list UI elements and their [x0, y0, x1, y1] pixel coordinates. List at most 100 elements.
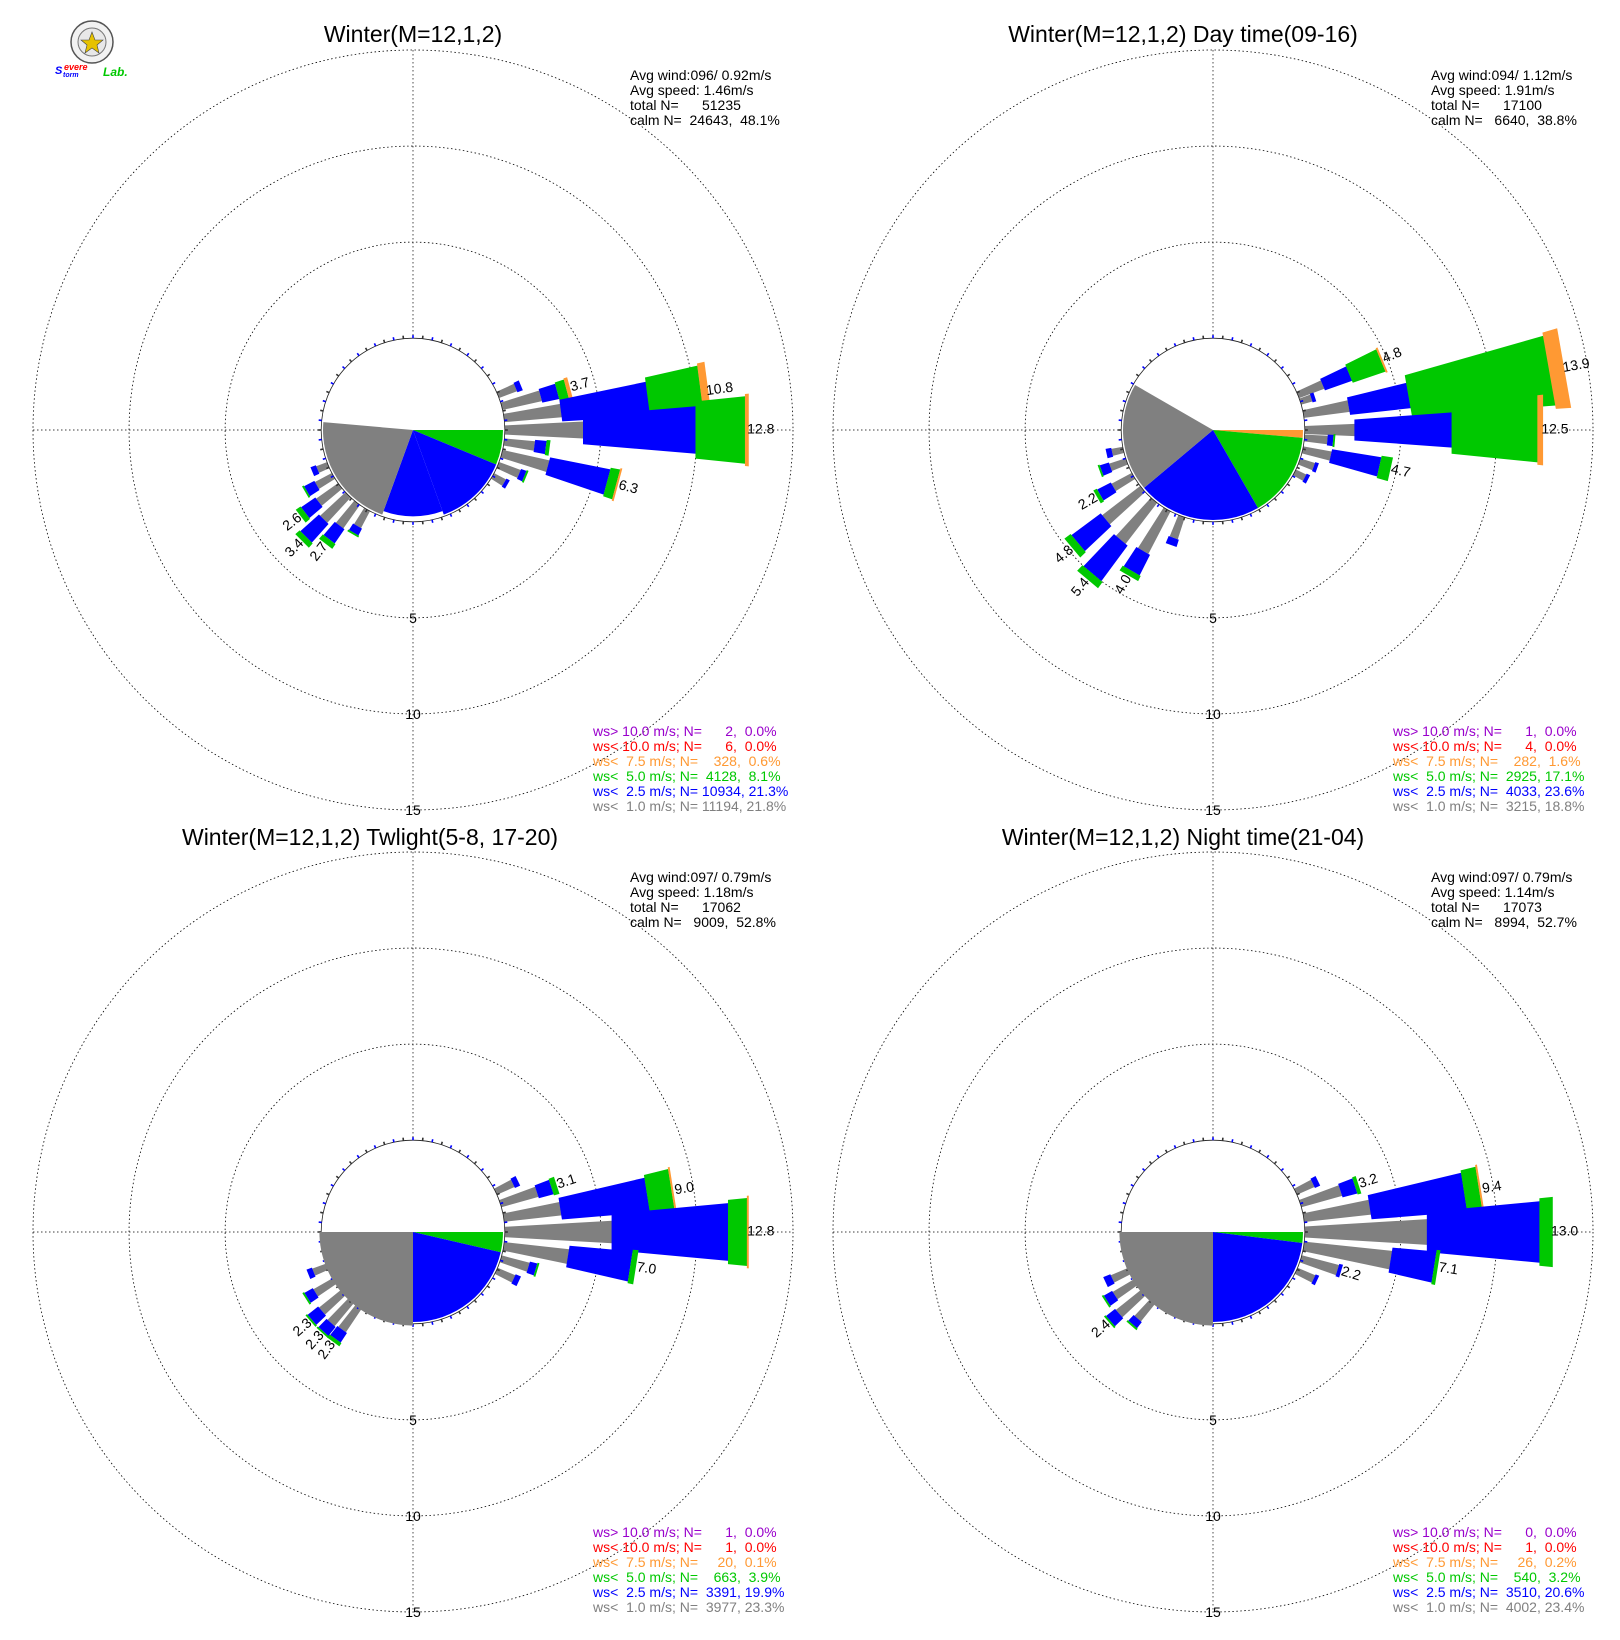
calm-tick	[492, 381, 496, 385]
calm-tick	[496, 1268, 500, 1272]
calm-tick	[1273, 1160, 1278, 1165]
petal-72: 3.2	[1299, 1170, 1380, 1208]
petal-67.5: 4.8	[1296, 343, 1404, 399]
calm-tick	[458, 1149, 462, 1153]
ring-label-15: 15	[1205, 1604, 1221, 1620]
calm-tick	[1141, 365, 1146, 370]
petal-97.5	[503, 438, 551, 456]
calm-tick	[1258, 1149, 1262, 1153]
calm-tick	[382, 339, 386, 343]
petal-seg-lt5	[305, 1314, 317, 1327]
petal-99: 7.0	[502, 1242, 658, 1285]
petal-seg-lt1	[316, 483, 343, 506]
petal-115	[494, 1267, 522, 1287]
stat-calm-n: calm N= 6640, 38.8%	[1431, 112, 1577, 128]
petal-seg-lt2_5	[583, 406, 696, 454]
petal-seg-lt5	[319, 534, 336, 549]
calm-tick	[322, 457, 326, 461]
petal-seg-lt1	[1102, 485, 1146, 525]
petal-seg-lt1	[1111, 472, 1136, 492]
petal-seg-lt1	[1301, 446, 1332, 461]
legend-entry: ws< 10.0 m/s; N= 6, 0.0%	[592, 738, 777, 754]
petal-seg-lt1	[318, 1289, 347, 1315]
calm-tick	[1300, 1259, 1304, 1263]
petal-seg-lt2_5	[1310, 1176, 1321, 1188]
petal-seg-lt2_5	[558, 1177, 651, 1220]
petal-seg-lt2_5	[1388, 1247, 1437, 1283]
petal-240: 2.2	[1075, 472, 1136, 513]
stat-avg-speed: Avg speed: 1.91m/s	[1431, 82, 1554, 98]
calm-tick	[458, 509, 462, 513]
petal-seg-lt5	[1404, 335, 1556, 416]
petal-seg-lt5	[627, 1249, 639, 1285]
petal-seg-lt1	[1299, 1185, 1343, 1208]
calm-tick	[496, 466, 500, 470]
petal-seg-lt1	[494, 1179, 515, 1195]
calm-tick	[1280, 1292, 1285, 1297]
calm-tick	[449, 343, 453, 347]
petal-95	[1304, 434, 1336, 448]
calm-tick	[1192, 1139, 1195, 1143]
petal-64	[1294, 1176, 1321, 1195]
petal-seg-lt2_5	[1426, 1201, 1540, 1263]
calm-sector	[413, 430, 497, 515]
legend-entry: ws> 10.0 m/s; N= 0, 0.0%	[1392, 1524, 1577, 1540]
calm-tick	[322, 1201, 326, 1205]
calm-tick	[1130, 381, 1134, 385]
petal-250	[1097, 458, 1128, 478]
calm-tick	[320, 1211, 324, 1214]
calm-tick	[1120, 448, 1124, 451]
calm-tick	[466, 1305, 470, 1310]
calm-tick	[1122, 457, 1126, 461]
petal-seg-lt1	[1134, 1299, 1156, 1322]
stat-avg-wind: Avg wind:097/ 0.79m/s	[630, 869, 771, 885]
svg-text:Lab.: Lab.	[103, 65, 128, 79]
calm-tick	[356, 503, 360, 508]
petal-seg-lt2_5	[510, 1176, 521, 1188]
calm-tick	[431, 1321, 434, 1325]
petal-seg-lt2_5	[1335, 1263, 1344, 1278]
calm-sector	[1123, 385, 1213, 488]
stat-avg-speed: Avg speed: 1.18m/s	[630, 884, 753, 900]
petal-seg-lt5	[1093, 488, 1105, 504]
petal-seg-lt5	[521, 470, 529, 483]
calm-tick	[1249, 343, 1253, 347]
stat-total-n: total N= 17100	[1431, 97, 1542, 113]
petal-seg-lt2_5	[1312, 462, 1319, 473]
petal-seg-lt2_5	[1105, 1308, 1124, 1327]
petal-label: 3.7	[568, 374, 591, 395]
calm-tick	[364, 1149, 368, 1153]
calm-tick	[1249, 513, 1253, 517]
legend-entry: ws< 2.5 m/s; N= 3391, 19.9%	[592, 1584, 784, 1600]
calm-tick	[1296, 390, 1300, 394]
calm-tick	[473, 497, 478, 502]
petal-seg-lt2_5	[1097, 482, 1117, 501]
calm-tick	[449, 1315, 453, 1319]
petal-label: 6.3	[617, 476, 640, 497]
petal-label: 3.2	[1356, 1170, 1380, 1191]
calm-tick	[500, 1201, 504, 1205]
petal-seg-lt2_5	[559, 381, 651, 422]
calm-tick	[326, 1192, 330, 1196]
calm-tick	[440, 517, 444, 521]
legend-entry: ws< 1.0 m/s; N= 11194, 21.8%	[592, 798, 786, 814]
legend-entry: ws< 2.5 m/s; N= 4033, 23.6%	[1392, 783, 1584, 799]
petal-label: 9.0	[673, 1178, 695, 1197]
petal-seg-lt2_5	[1302, 473, 1311, 484]
legend-entry: ws< 7.5 m/s; N= 282, 1.6%	[1392, 753, 1581, 769]
calm-tick	[431, 337, 434, 341]
petal-seg-lt1	[504, 1220, 613, 1244]
petal-seg-lt5	[1119, 565, 1141, 582]
calm-tick	[449, 1145, 453, 1149]
petal-seg-lt2_5	[516, 468, 527, 482]
petal-seg-lt1	[1296, 380, 1325, 399]
ring-label-5: 5	[409, 1412, 417, 1428]
petal-label: 9.4	[1481, 1177, 1503, 1196]
calm-tick	[500, 1259, 504, 1263]
calm-tick	[335, 373, 340, 377]
calm-tick	[1156, 503, 1160, 508]
calm-tick	[1280, 490, 1285, 495]
calm-tick	[1182, 339, 1186, 343]
petal-seg-lt2_5	[304, 480, 320, 497]
